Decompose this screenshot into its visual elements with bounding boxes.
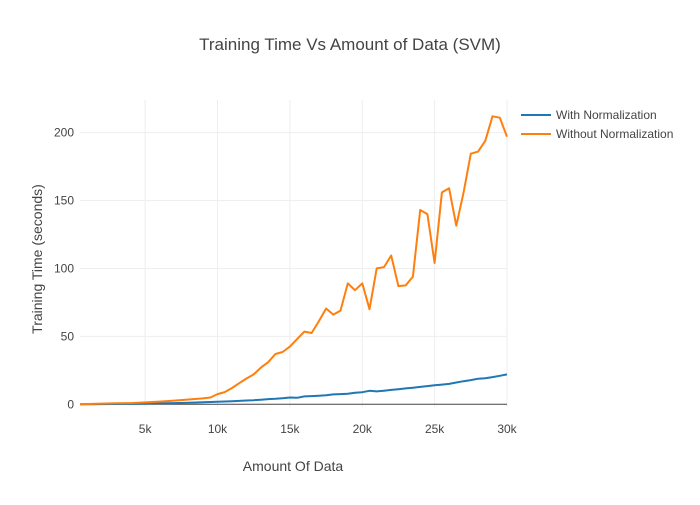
chart-title: Training Time Vs Amount of Data (SVM): [199, 35, 501, 54]
legend-item[interactable]: With Normalization: [521, 108, 657, 122]
x-tick-label: 20k: [353, 422, 373, 436]
series-line-without-normalization: [79, 115, 508, 406]
axes: 5k 10k 15k 20k 25k 30k 0 50 100 150 200: [54, 126, 518, 436]
legend-item[interactable]: Without Normalization: [521, 127, 673, 141]
x-tick-label: 5k: [139, 422, 153, 436]
legend[interactable]: With Normalization Without Normalization: [521, 108, 673, 141]
legend-label: With Normalization: [556, 108, 657, 122]
grid: [80, 100, 508, 407]
x-tick-label: 10k: [208, 422, 228, 436]
y-axis-title: Training Time (seconds): [29, 184, 45, 334]
series-line-with-normalization: [79, 373, 508, 406]
y-tick-label: 50: [61, 329, 75, 343]
y-tick-label: 150: [54, 194, 74, 208]
x-axis-title: Amount Of Data: [243, 458, 344, 474]
y-tick-label: 200: [54, 126, 74, 140]
series-layer: [79, 115, 508, 406]
x-tick-label: 15k: [280, 422, 300, 436]
legend-label: Without Normalization: [556, 127, 673, 141]
x-tick-label: 30k: [497, 422, 517, 436]
y-tick-label: 100: [54, 261, 74, 275]
x-tick-label: 25k: [425, 422, 445, 436]
y-tick-label: 0: [67, 397, 74, 411]
